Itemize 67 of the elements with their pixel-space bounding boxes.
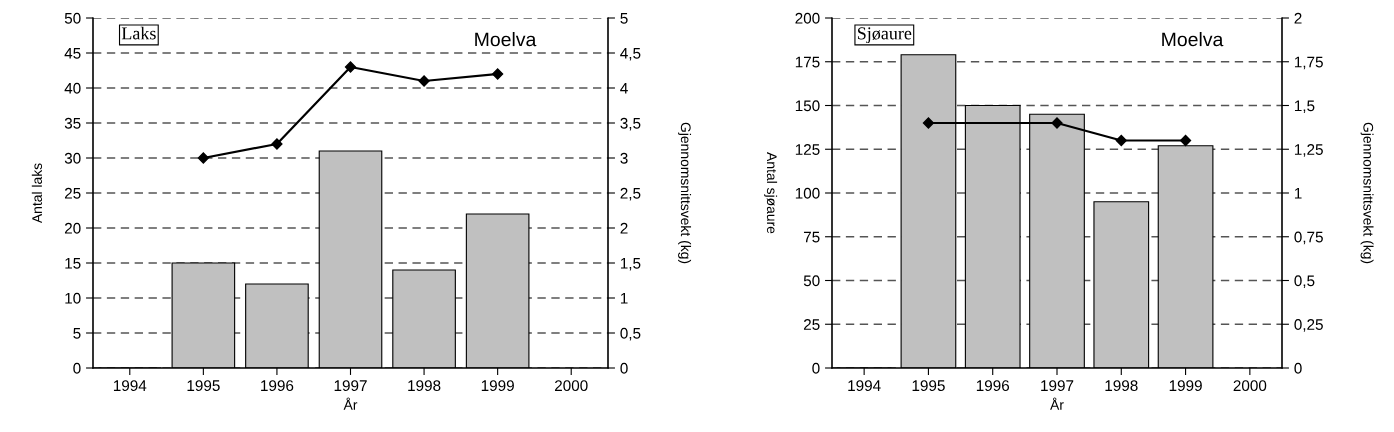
y-tick-label: 40 [64, 82, 81, 94]
y2-tick-label: 1,5 [620, 258, 641, 271]
y-tick-label: 50 [64, 12, 81, 24]
y2-tick-label: 1 [620, 293, 628, 304]
annotation: Moelva [1162, 32, 1224, 47]
y-tick-label: 0 [73, 362, 81, 374]
y-tick-label: 150 [795, 100, 820, 112]
x-tick-label: 1995 [187, 380, 220, 392]
annotation: Laks [121, 26, 156, 40]
y2-tick-label: 5 [620, 13, 628, 24]
y-tick-label: 0 [812, 362, 820, 374]
x-tick-label: 1999 [481, 380, 514, 392]
x-tick-label: 1997 [334, 380, 367, 392]
y-axis-title: Antal laks [31, 163, 43, 224]
y-tick-label: 100 [795, 187, 820, 199]
x-tick-label: 1996 [976, 380, 1010, 392]
y-tick-label: 25 [803, 319, 820, 330]
x-tick-label: 1996 [261, 380, 294, 392]
x-axis-title: År [1050, 397, 1064, 410]
x-axis-title: År [343, 397, 358, 410]
x-tick-label: 1994 [113, 380, 147, 392]
y2-tick-label: 1,5 [1294, 100, 1315, 113]
y2-tick-label: 3,5 [620, 117, 641, 131]
y-tick-label: 125 [795, 144, 820, 155]
y2-tick-label: 0,5 [1294, 275, 1315, 288]
point [197, 152, 209, 164]
y2-tick-label: 1 [1294, 188, 1302, 199]
x-tick-label: 2000 [554, 380, 588, 392]
x-tick-label: 1998 [408, 380, 441, 392]
y2-tick-label: 0 [1294, 362, 1302, 374]
y-tick-label: 200 [795, 12, 820, 24]
y-tick-label: 175 [795, 56, 820, 68]
y2-axis-title: Gjennomsnittsvekt (kg) [1360, 122, 1374, 264]
y-tick-label: 50 [803, 275, 820, 287]
y2-tick-label: 3 [620, 152, 628, 164]
y2-tick-label: 0,5 [620, 327, 641, 341]
y-tick-label: 20 [64, 222, 81, 234]
annotation: Sjøaure [857, 27, 912, 44]
x-tick-label: 1997 [1041, 380, 1074, 392]
x-tick-label: 2000 [1233, 380, 1267, 392]
y2-tick-label: 1,25 [1294, 144, 1323, 157]
y-tick-label: 5 [73, 328, 81, 339]
y-tick-label: 10 [65, 292, 81, 304]
x-tick-label: 1998 [1105, 380, 1138, 392]
y-tick-label: 35 [64, 117, 81, 129]
y2-tick-label: 0,25 [1294, 319, 1323, 332]
y-tick-label: 25 [64, 187, 81, 199]
x-tick-label: 1999 [1169, 380, 1202, 392]
y2-tick-label: 2 [1294, 12, 1302, 24]
y2-tick-label: 2 [620, 222, 628, 234]
y2-tick-label: 1,75 [1294, 56, 1323, 70]
y2-tick-label: 0 [620, 362, 628, 374]
x-tick-label: 1994 [848, 380, 881, 392]
point [492, 68, 504, 80]
y2-tick-label: 4 [620, 83, 628, 94]
y-tick-label: 75 [803, 231, 820, 243]
y2-tick-label: 4,5 [620, 48, 641, 61]
y2-tick-label: 2,5 [620, 187, 641, 201]
annotation: Moelva [475, 32, 537, 47]
y-tick-label: 15 [65, 258, 81, 269]
x-tick-label: 1995 [912, 380, 945, 392]
y-tick-label: 45 [64, 48, 81, 59]
point [344, 61, 357, 73]
y-tick-label: 30 [64, 152, 81, 164]
y2-tick-label: 0,75 [1294, 231, 1323, 245]
y-axis-title: Antal sjøaure [764, 152, 778, 234]
y2-axis-title: Gjennomsnittsvekt (kg) [678, 122, 692, 264]
